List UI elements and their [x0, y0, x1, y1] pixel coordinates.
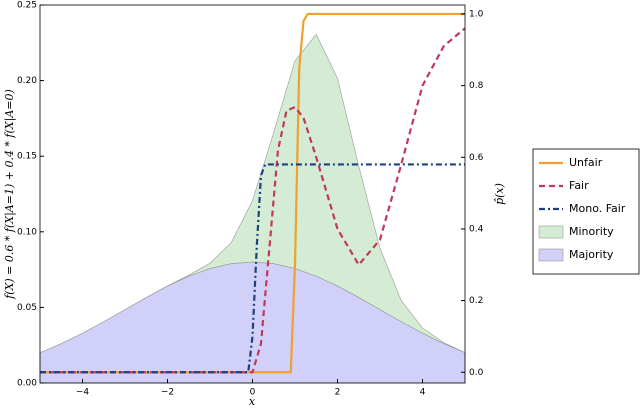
- line: [40, 27, 466, 374]
- line: [40, 12, 465, 374]
- x-tick-label: 2: [335, 388, 341, 398]
- legend-label: Unfair: [569, 156, 603, 169]
- y-tick-label: 0.15: [17, 152, 37, 162]
- legend: Unfair Fair Mono. Fair Minority Majority: [532, 148, 640, 275]
- y-tick-label: 0.25: [17, 1, 37, 11]
- y-axis-label: f(X) = 0.6 * f(X|A=1) + 0.4 * f(X|A=0): [3, 89, 17, 300]
- x-axis-label: x: [249, 395, 256, 408]
- legend-swatch: [538, 248, 564, 262]
- y2-tick-label: 0.4: [469, 224, 484, 234]
- legend-label: Fair: [569, 179, 589, 192]
- x-tick-label: −2: [161, 388, 174, 398]
- y-tick-label: 0.10: [17, 227, 37, 237]
- legend-label: Majority: [569, 248, 614, 261]
- x-tick-label: −4: [76, 388, 90, 398]
- legend-swatch: [538, 225, 564, 239]
- y-tick-label: 0.00: [17, 379, 37, 389]
- y2-axis-label: p̂(x): [493, 183, 506, 205]
- legend-label: Minority: [569, 225, 614, 238]
- y2-tick-label: 0.2: [469, 296, 483, 306]
- x-tick-label: 0: [250, 388, 256, 398]
- area: [39, 261, 466, 384]
- y2-tick-label: 0.8: [469, 81, 484, 91]
- legend-label: Mono. Fair: [569, 202, 626, 215]
- y2-tick-label: 0.0: [469, 368, 484, 378]
- x-tick-label: 4: [420, 388, 426, 398]
- y-tick-label: 0.05: [17, 303, 37, 313]
- y2-tick-label: 0.6: [469, 153, 484, 163]
- y-tick-label: 0.20: [17, 76, 37, 86]
- y2-tick-label: 1.0: [469, 9, 484, 19]
